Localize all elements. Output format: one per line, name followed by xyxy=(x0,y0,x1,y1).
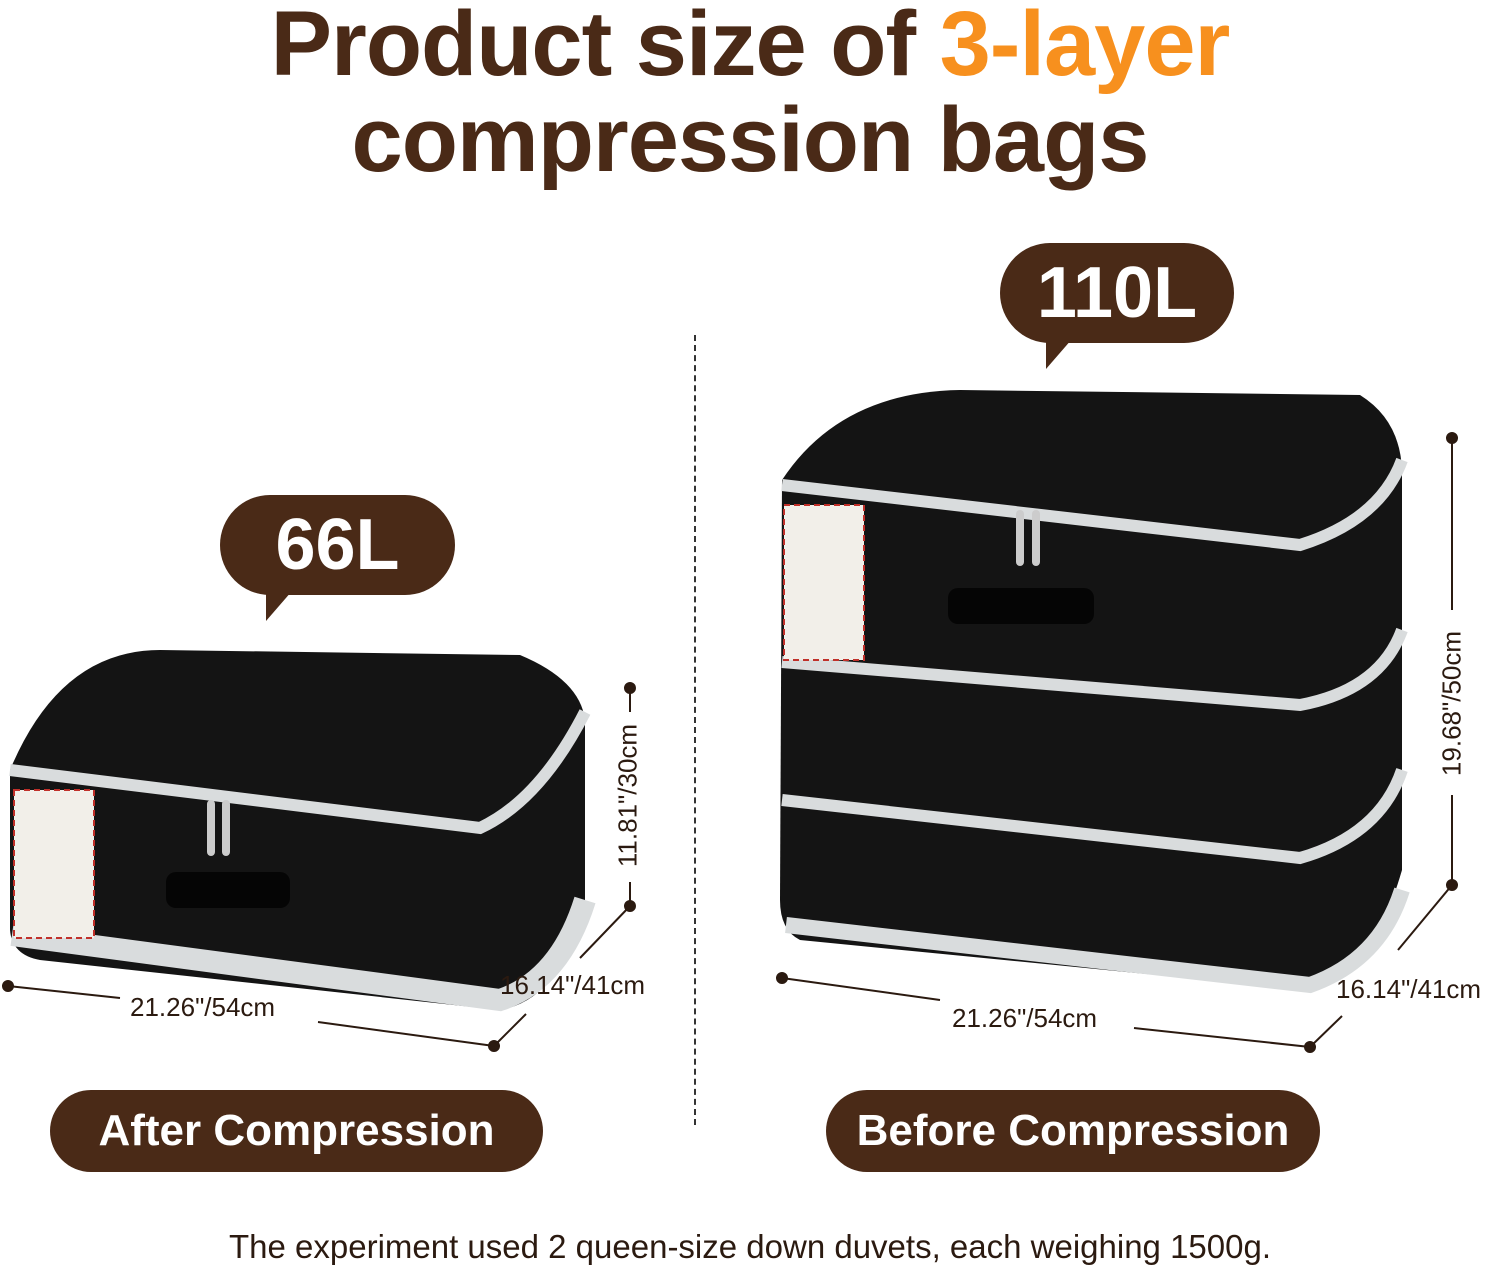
handle xyxy=(948,588,1094,624)
bubble-tail xyxy=(266,591,292,621)
bag-after-compression xyxy=(9,650,596,1012)
title-accent: 3-layer xyxy=(939,0,1231,95)
zipper-pull xyxy=(207,800,215,856)
dashed-divider xyxy=(694,335,696,1125)
handle xyxy=(166,872,290,908)
before-depth-label: 16.14"/41cm xyxy=(1336,974,1482,1004)
bubble-tail xyxy=(1046,339,1072,369)
after-width-label: 21.26"/54cm xyxy=(130,992,276,1022)
duvet-window xyxy=(13,789,95,939)
capacity-badge-66l: 66L xyxy=(220,495,455,621)
capacity-badge-110l: 110L xyxy=(1000,243,1234,369)
before-height-label: 19.68"/50cm xyxy=(1436,630,1467,777)
after-height-label: 11.81"/30cm xyxy=(612,723,643,868)
after-compression-label: After Compression xyxy=(50,1090,543,1172)
duvet-window xyxy=(783,504,865,661)
after-depth-label: 16.14"/41cm xyxy=(500,970,646,1000)
zipper-pull xyxy=(222,800,230,856)
bag-before-compression xyxy=(780,390,1410,994)
before-width-label: 21.26"/54cm xyxy=(952,1003,1098,1033)
zipper-pull xyxy=(1032,510,1040,566)
footer-note: The experiment used 2 queen-size down du… xyxy=(228,1228,1271,1265)
title-line-2: compression bags xyxy=(351,89,1150,191)
before-compression-label: Before Compression xyxy=(826,1090,1320,1172)
title-line-1: Product size of 3-layer xyxy=(0,0,1500,94)
zipper-pull xyxy=(1016,510,1024,566)
